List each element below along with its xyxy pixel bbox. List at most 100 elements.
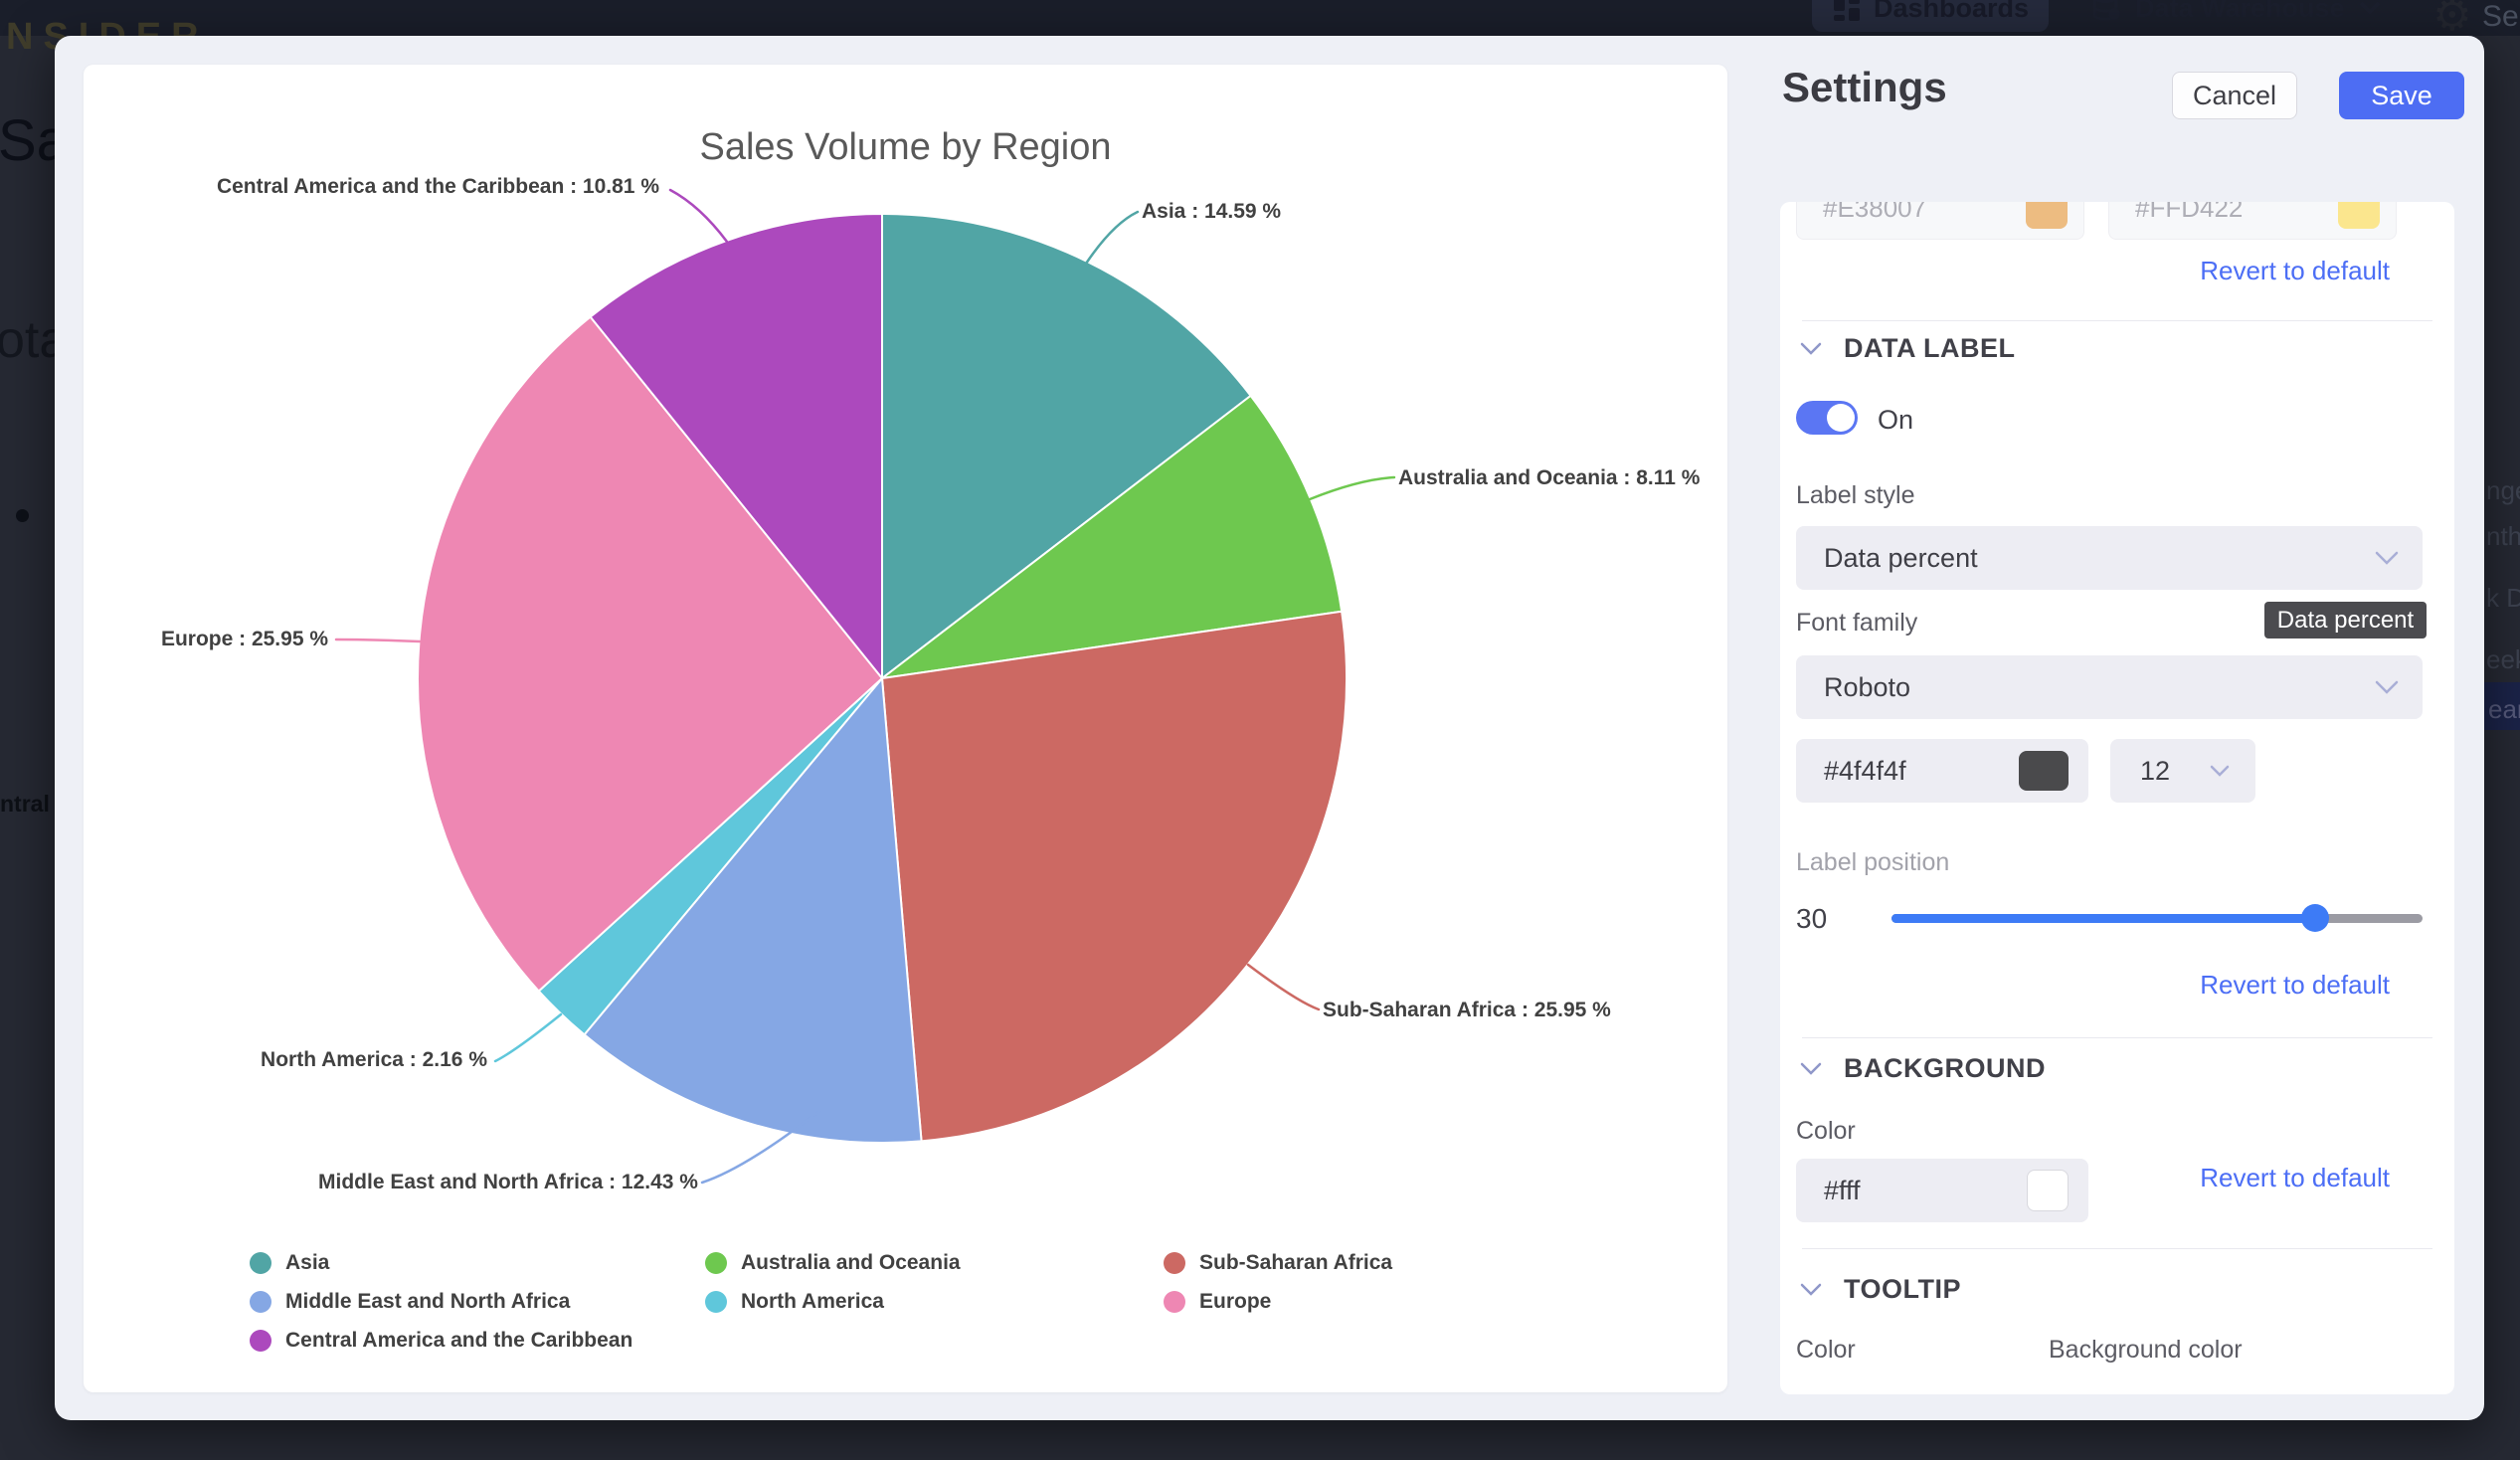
series-color-input-2[interactable]: #FFD422 — [2108, 202, 2397, 240]
toggle-state-label: On — [1878, 405, 1914, 435]
series-color-value-1: #E38007 — [1823, 202, 1927, 223]
dashboards-nav-button[interactable]: Dashboards — [1812, 0, 2049, 32]
leader-line-europe — [334, 638, 422, 643]
legend-marker-icon — [1164, 1252, 1185, 1274]
leader-line-central-america — [668, 188, 729, 244]
legend-item[interactable]: Asia — [250, 1250, 705, 1276]
revert-data-label-link[interactable]: Revert to default — [2200, 970, 2390, 1000]
leader-line-north-america — [493, 1012, 563, 1063]
leader-line-australia — [1308, 475, 1396, 501]
font-family-dropdown[interactable]: Roboto — [1796, 655, 2423, 719]
legend-label: Central America and the Caribbean — [285, 1329, 633, 1352]
tooltip-background-color-field-label: Background color — [2049, 1336, 2243, 1364]
label-style-field-label: Label style — [1796, 481, 1915, 509]
legend-item[interactable]: Europe — [1164, 1289, 1271, 1315]
section-header-background[interactable]: BACKGROUND — [1800, 1053, 2046, 1084]
leader-line-sub-saharan — [1246, 963, 1321, 1011]
data-label-toggle[interactable] — [1796, 401, 1858, 435]
chevron-down-icon — [1800, 1062, 1822, 1075]
pie-label-australia: Australia and Oceania : 8.11 % — [1398, 466, 1701, 489]
chart-legend: Asia Australia and Oceania Sub-Saharan Afr… — [250, 1250, 1392, 1354]
divider — [1802, 320, 2432, 321]
chevron-down-icon — [2359, 1, 2380, 15]
database-icon — [2093, 0, 2120, 21]
label-position-value: 30 — [1796, 903, 1828, 934]
background-bullet-dot — [16, 509, 29, 522]
font-color-input[interactable]: #4f4f4f — [1796, 739, 2088, 803]
divider — [1802, 1248, 2432, 1249]
chart-settings-modal: Sales Volume by Region Central America a… — [55, 36, 2484, 1420]
background-menu-option[interactable]: nth — [2486, 521, 2520, 551]
legend-marker-icon — [1164, 1291, 1185, 1313]
legend-item[interactable]: Australia and Oceania — [705, 1250, 1164, 1276]
data-warehouse-label: Data Warehouse — [2135, 0, 2345, 23]
legend-label: Sub-Saharan Africa — [1199, 1251, 1393, 1274]
legend-label: Europe — [1199, 1290, 1272, 1313]
label-style-dropdown[interactable]: Data percent — [1796, 526, 2423, 590]
pie-slice-1[interactable] — [881, 394, 1344, 679]
legend-label: Australia and Oceania — [741, 1251, 961, 1274]
settings-title: Settings — [1782, 64, 1947, 110]
series-color-value-2: #FFD422 — [2135, 202, 2244, 223]
data-warehouse-nav-button[interactable]: Data Warehouse — [2093, 0, 2381, 32]
tooltip-color-field-label: Color — [1796, 1336, 1856, 1364]
background-menu-option-selected[interactable] — [2484, 682, 2520, 730]
legend-label: North America — [741, 1290, 884, 1313]
legend-marker-icon — [250, 1330, 271, 1352]
gear-icon[interactable]: ⚙ — [2432, 0, 2472, 40]
save-button[interactable]: Save — [2339, 72, 2464, 119]
legend-row: Central America and the Caribbean — [250, 1328, 1392, 1354]
pie-chart-card: Sales Volume by Region Central America a… — [84, 65, 1727, 1392]
background-menu-option[interactable]: k D — [2486, 583, 2520, 613]
settings-scroll-card: #E38007 #FFD422 Revert to default DATA L… — [1780, 202, 2454, 1394]
pie-label-north-america: North America : 2.16 % — [261, 1048, 487, 1071]
cancel-button[interactable]: Cancel — [2172, 72, 2297, 119]
chevron-down-icon — [2375, 680, 2399, 694]
legend-marker-icon — [705, 1291, 727, 1313]
legend-row: Middle East and North Africa North Americ… — [250, 1289, 1392, 1315]
chevron-down-icon — [1800, 342, 1822, 355]
background-text-fragment: ntral — [0, 791, 50, 817]
series-color-swatch-1[interactable] — [2026, 202, 2068, 229]
dashboards-grid-icon — [1834, 0, 1860, 21]
font-color-swatch[interactable] — [2019, 751, 2069, 791]
series-color-input-1[interactable]: #E38007 — [1796, 202, 2084, 240]
font-size-select[interactable]: 12 — [2110, 739, 2255, 803]
pie-label-sub-saharan: Sub-Saharan Africa : 25.95 % — [1323, 999, 1611, 1021]
toggle-knob — [1827, 404, 1855, 432]
background-color-swatch[interactable] — [2027, 1170, 2069, 1211]
chevron-down-icon — [1800, 1283, 1822, 1296]
pie-label-asia: Asia : 14.59 % — [1142, 200, 1282, 223]
pie-chart[interactable] — [84, 65, 1727, 1392]
pie-slice-5[interactable] — [417, 315, 883, 993]
label-position-field-label: Label position — [1796, 848, 1950, 876]
section-header-data-label[interactable]: DATA LABEL — [1800, 333, 2015, 364]
pie-slice-2[interactable] — [881, 610, 1348, 1143]
label-style-tooltip: Data percent — [2264, 602, 2427, 639]
section-header-tooltip[interactable]: TOOLTIP — [1800, 1274, 1961, 1305]
series-color-swatch-2[interactable] — [2338, 202, 2380, 229]
background-menu-option[interactable]: nge — [2486, 475, 2520, 505]
pie-slice-3[interactable] — [583, 677, 923, 1144]
legend-item[interactable]: Central America and the Caribbean — [250, 1328, 705, 1354]
pie-label-middle-east: Middle East and North Africa : 12.43 % — [318, 1171, 698, 1193]
chevron-down-icon — [2210, 765, 2230, 777]
legend-item[interactable]: Sub-Saharan Africa — [1164, 1250, 1392, 1276]
leader-line-middle-east — [700, 1109, 821, 1185]
legend-label: Middle East and North Africa — [285, 1290, 571, 1313]
legend-marker-icon — [705, 1252, 727, 1274]
revert-series-colors-link[interactable]: Revert to default — [2200, 256, 2390, 285]
background-menu-option[interactable]: eek — [2486, 644, 2520, 674]
settings-panel: Settings Cancel Save #E38007 #FFD422 Rev… — [1762, 36, 2484, 1420]
revert-background-link[interactable]: Revert to default — [2200, 1163, 2390, 1192]
chevron-down-icon — [2375, 551, 2399, 565]
background-color-input[interactable]: #fff — [1796, 1159, 2088, 1222]
pie-label-central-america: Central America and the Caribbean : 10.8… — [216, 175, 659, 198]
label-position-slider[interactable] — [1891, 904, 2423, 932]
dashboards-label: Dashboards — [1874, 0, 2030, 23]
chart-title: Sales Volume by Region — [699, 126, 1112, 168]
slider-handle[interactable] — [2301, 904, 2329, 932]
font-family-field-label: Font family — [1796, 609, 1918, 637]
legend-item[interactable]: North America — [705, 1289, 1164, 1315]
legend-item[interactable]: Middle East and North Africa — [250, 1289, 705, 1315]
